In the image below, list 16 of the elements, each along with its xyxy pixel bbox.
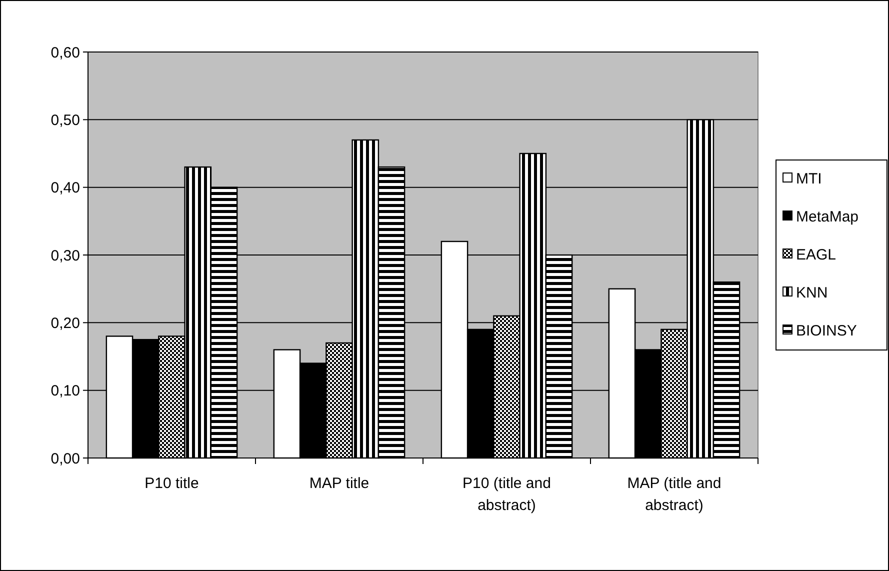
y-tick-label: 0,30 [50, 247, 80, 264]
legend-label: EAGL [796, 246, 836, 264]
y-tick-label: 0,00 [50, 450, 80, 468]
x-tick-label: MAP (title and abstract) [627, 475, 722, 514]
y-tick-label: 0,20 [50, 314, 80, 332]
legend-label: BIOINSY [796, 322, 857, 340]
legend-label: MetaMap [796, 208, 859, 226]
x-tick-label: MAP title [309, 475, 370, 492]
legend-label: MTI [796, 170, 822, 188]
legend-label: KNN [796, 284, 828, 302]
y-tick-label: 0,50 [50, 112, 80, 129]
x-tick-label: P10 title [144, 475, 199, 492]
y-tick-label: 0,10 [50, 382, 80, 400]
y-tick-label: 0,40 [50, 180, 80, 197]
y-tick-label: 0,60 [50, 44, 80, 62]
x-tick-label: P10 (title and abstract) [462, 475, 551, 514]
